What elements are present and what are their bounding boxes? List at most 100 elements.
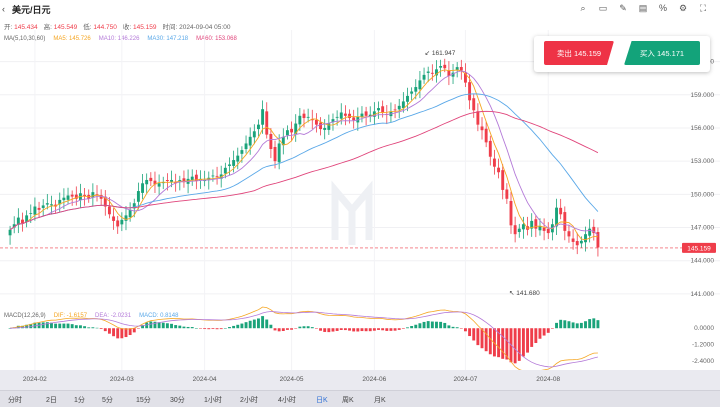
candle	[124, 205, 128, 231]
ma-legend: MA(5,10,30,60) MA5: 145.726 MA10: 146.22…	[4, 36, 237, 42]
candle	[78, 183, 82, 208]
macd-bar	[563, 320, 567, 329]
macd-bar	[588, 319, 592, 329]
timeframe-tab[interactable]: 分时	[8, 397, 22, 404]
candle	[269, 128, 273, 159]
percent-icon[interactable]: %	[658, 3, 667, 13]
x-tick: 2024-04	[192, 376, 217, 383]
timeframe-tab[interactable]: 15分	[136, 397, 151, 404]
macd-bar	[389, 328, 393, 331]
macd-bar	[207, 328, 211, 330]
macd-bar	[91, 327, 95, 329]
macd-bar	[252, 319, 256, 329]
macd-bar	[439, 321, 443, 329]
macd-bar	[501, 328, 505, 359]
macd-bar	[248, 320, 252, 329]
macd-bar	[472, 328, 476, 341]
timeframe-tab[interactable]: 30分	[170, 397, 185, 404]
high-value: 高: 145.549	[43, 24, 78, 31]
candle	[579, 236, 583, 248]
x-tick: 2024-02	[22, 376, 47, 383]
macd-bar	[161, 322, 165, 329]
candle	[397, 98, 401, 119]
macd-bar	[343, 328, 347, 331]
macd-bar	[455, 327, 459, 329]
candle	[116, 215, 120, 234]
macd-bar	[310, 327, 314, 329]
settings-icon[interactable]: ⚙	[678, 3, 688, 13]
indicator-icon[interactable]: ▤	[638, 3, 648, 13]
macd-bar	[484, 328, 488, 352]
macd-legend: MACD(12,26,9) DIF: -1.6157 DEA: -2.0231 …	[4, 313, 178, 319]
macd-bar	[87, 327, 91, 329]
macd-bar	[513, 328, 517, 364]
timeframe-tab[interactable]: 5分	[102, 397, 113, 404]
macd-bar	[492, 328, 496, 357]
macd-bar	[592, 318, 596, 329]
macd-bar	[132, 328, 136, 333]
candle	[596, 227, 600, 257]
candle	[360, 106, 364, 123]
macd-bar	[377, 328, 380, 330]
macd-bar	[414, 324, 418, 329]
macd-bar	[70, 324, 74, 329]
macd-bar	[352, 328, 356, 332]
macd-bar	[443, 322, 447, 329]
candle	[45, 194, 49, 210]
search-icon[interactable]: ⌕	[580, 3, 586, 13]
macd-bar	[298, 326, 302, 329]
candle	[99, 189, 103, 206]
macd-bar	[66, 323, 70, 329]
candle	[178, 175, 182, 191]
timeframe-tab[interactable]: 1分	[74, 397, 85, 404]
fullscreen-icon[interactable]: ⛶	[699, 3, 707, 13]
x-tick: 2024-03	[109, 376, 134, 383]
candle	[492, 149, 496, 175]
timeframe-tab[interactable]: 4小时	[278, 397, 296, 404]
low-value: 低: 144.750	[83, 24, 117, 31]
macd-bar	[294, 328, 298, 329]
macd-bar	[165, 323, 169, 329]
watermark-icon	[331, 180, 373, 245]
macd-bar	[203, 328, 207, 330]
candle	[459, 59, 463, 80]
x-tick: 2024-07	[453, 376, 478, 383]
macd-bar	[128, 328, 132, 336]
timeframe-tab[interactable]: 月K	[374, 397, 386, 404]
draw-icon[interactable]: ✎	[619, 3, 627, 13]
price-tick: 153.000	[691, 158, 715, 165]
candlestick-chart[interactable]: 162.000159.000156.000153.000150.000147.0…	[0, 0, 720, 370]
candle	[439, 59, 443, 77]
candle	[120, 212, 124, 232]
macd-bar	[58, 323, 62, 329]
timeframe-tab[interactable]: 2小时	[240, 397, 258, 404]
candle	[41, 199, 45, 217]
page-title: 美元/日元	[12, 4, 51, 15]
macd-bar	[571, 322, 575, 329]
candle	[8, 225, 12, 245]
candle	[16, 208, 20, 234]
candle	[244, 135, 248, 154]
timeframe-tab[interactable]: 周K	[342, 397, 354, 404]
dif-value: DIF: -1.6157	[53, 313, 88, 319]
timeframe-tab[interactable]: 日K	[316, 397, 328, 404]
macd-bar	[136, 328, 140, 329]
macd-bar	[107, 328, 111, 334]
buy-button[interactable]: 买入 145.171	[624, 41, 700, 65]
sell-button[interactable]: 卖出 145.159	[544, 41, 614, 65]
layout-icon[interactable]: ▭	[598, 3, 608, 13]
candle	[236, 147, 240, 170]
timeframe-tab[interactable]: 1小时	[204, 397, 222, 404]
macd-bar	[112, 328, 116, 337]
macd-bar	[464, 328, 467, 332]
macd-bar	[435, 321, 438, 329]
back-icon[interactable]: ‹	[2, 4, 5, 14]
candle	[103, 190, 107, 216]
macd-bar	[348, 328, 351, 331]
candle	[343, 105, 347, 126]
ma60-value: MA60: 153.068	[196, 36, 237, 42]
macd-bar	[596, 320, 600, 329]
candle	[50, 195, 53, 215]
candle	[29, 204, 33, 224]
timeframe-tab[interactable]: 2日	[46, 397, 57, 404]
